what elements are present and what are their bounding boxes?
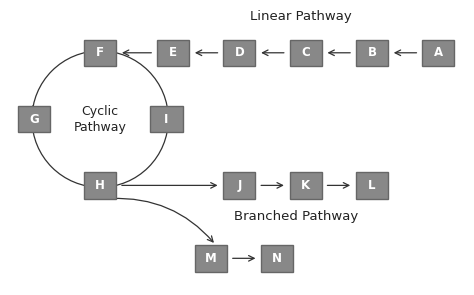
Text: G: G [29, 113, 39, 126]
Text: Linear Pathway: Linear Pathway [250, 10, 352, 23]
FancyBboxPatch shape [422, 40, 455, 66]
Text: M: M [205, 252, 217, 265]
FancyBboxPatch shape [290, 40, 322, 66]
Text: B: B [367, 46, 376, 59]
FancyBboxPatch shape [223, 40, 255, 66]
Text: N: N [272, 252, 282, 265]
Text: F: F [96, 46, 104, 59]
Text: E: E [169, 46, 177, 59]
FancyBboxPatch shape [261, 245, 293, 272]
FancyBboxPatch shape [157, 40, 189, 66]
FancyBboxPatch shape [356, 40, 388, 66]
FancyBboxPatch shape [356, 172, 388, 199]
FancyBboxPatch shape [84, 172, 116, 199]
Text: K: K [301, 179, 310, 192]
Text: Cyclic
Pathway: Cyclic Pathway [73, 105, 127, 134]
Text: I: I [164, 113, 169, 126]
Text: C: C [301, 46, 310, 59]
FancyBboxPatch shape [84, 40, 116, 66]
Text: A: A [434, 46, 443, 59]
FancyBboxPatch shape [150, 106, 182, 132]
Text: J: J [237, 179, 242, 192]
Text: Branched Pathway: Branched Pathway [234, 210, 358, 223]
FancyBboxPatch shape [223, 172, 255, 199]
FancyBboxPatch shape [290, 172, 322, 199]
Text: D: D [235, 46, 244, 59]
Text: L: L [368, 179, 376, 192]
Text: H: H [95, 179, 105, 192]
FancyBboxPatch shape [195, 245, 227, 272]
FancyBboxPatch shape [18, 106, 50, 132]
